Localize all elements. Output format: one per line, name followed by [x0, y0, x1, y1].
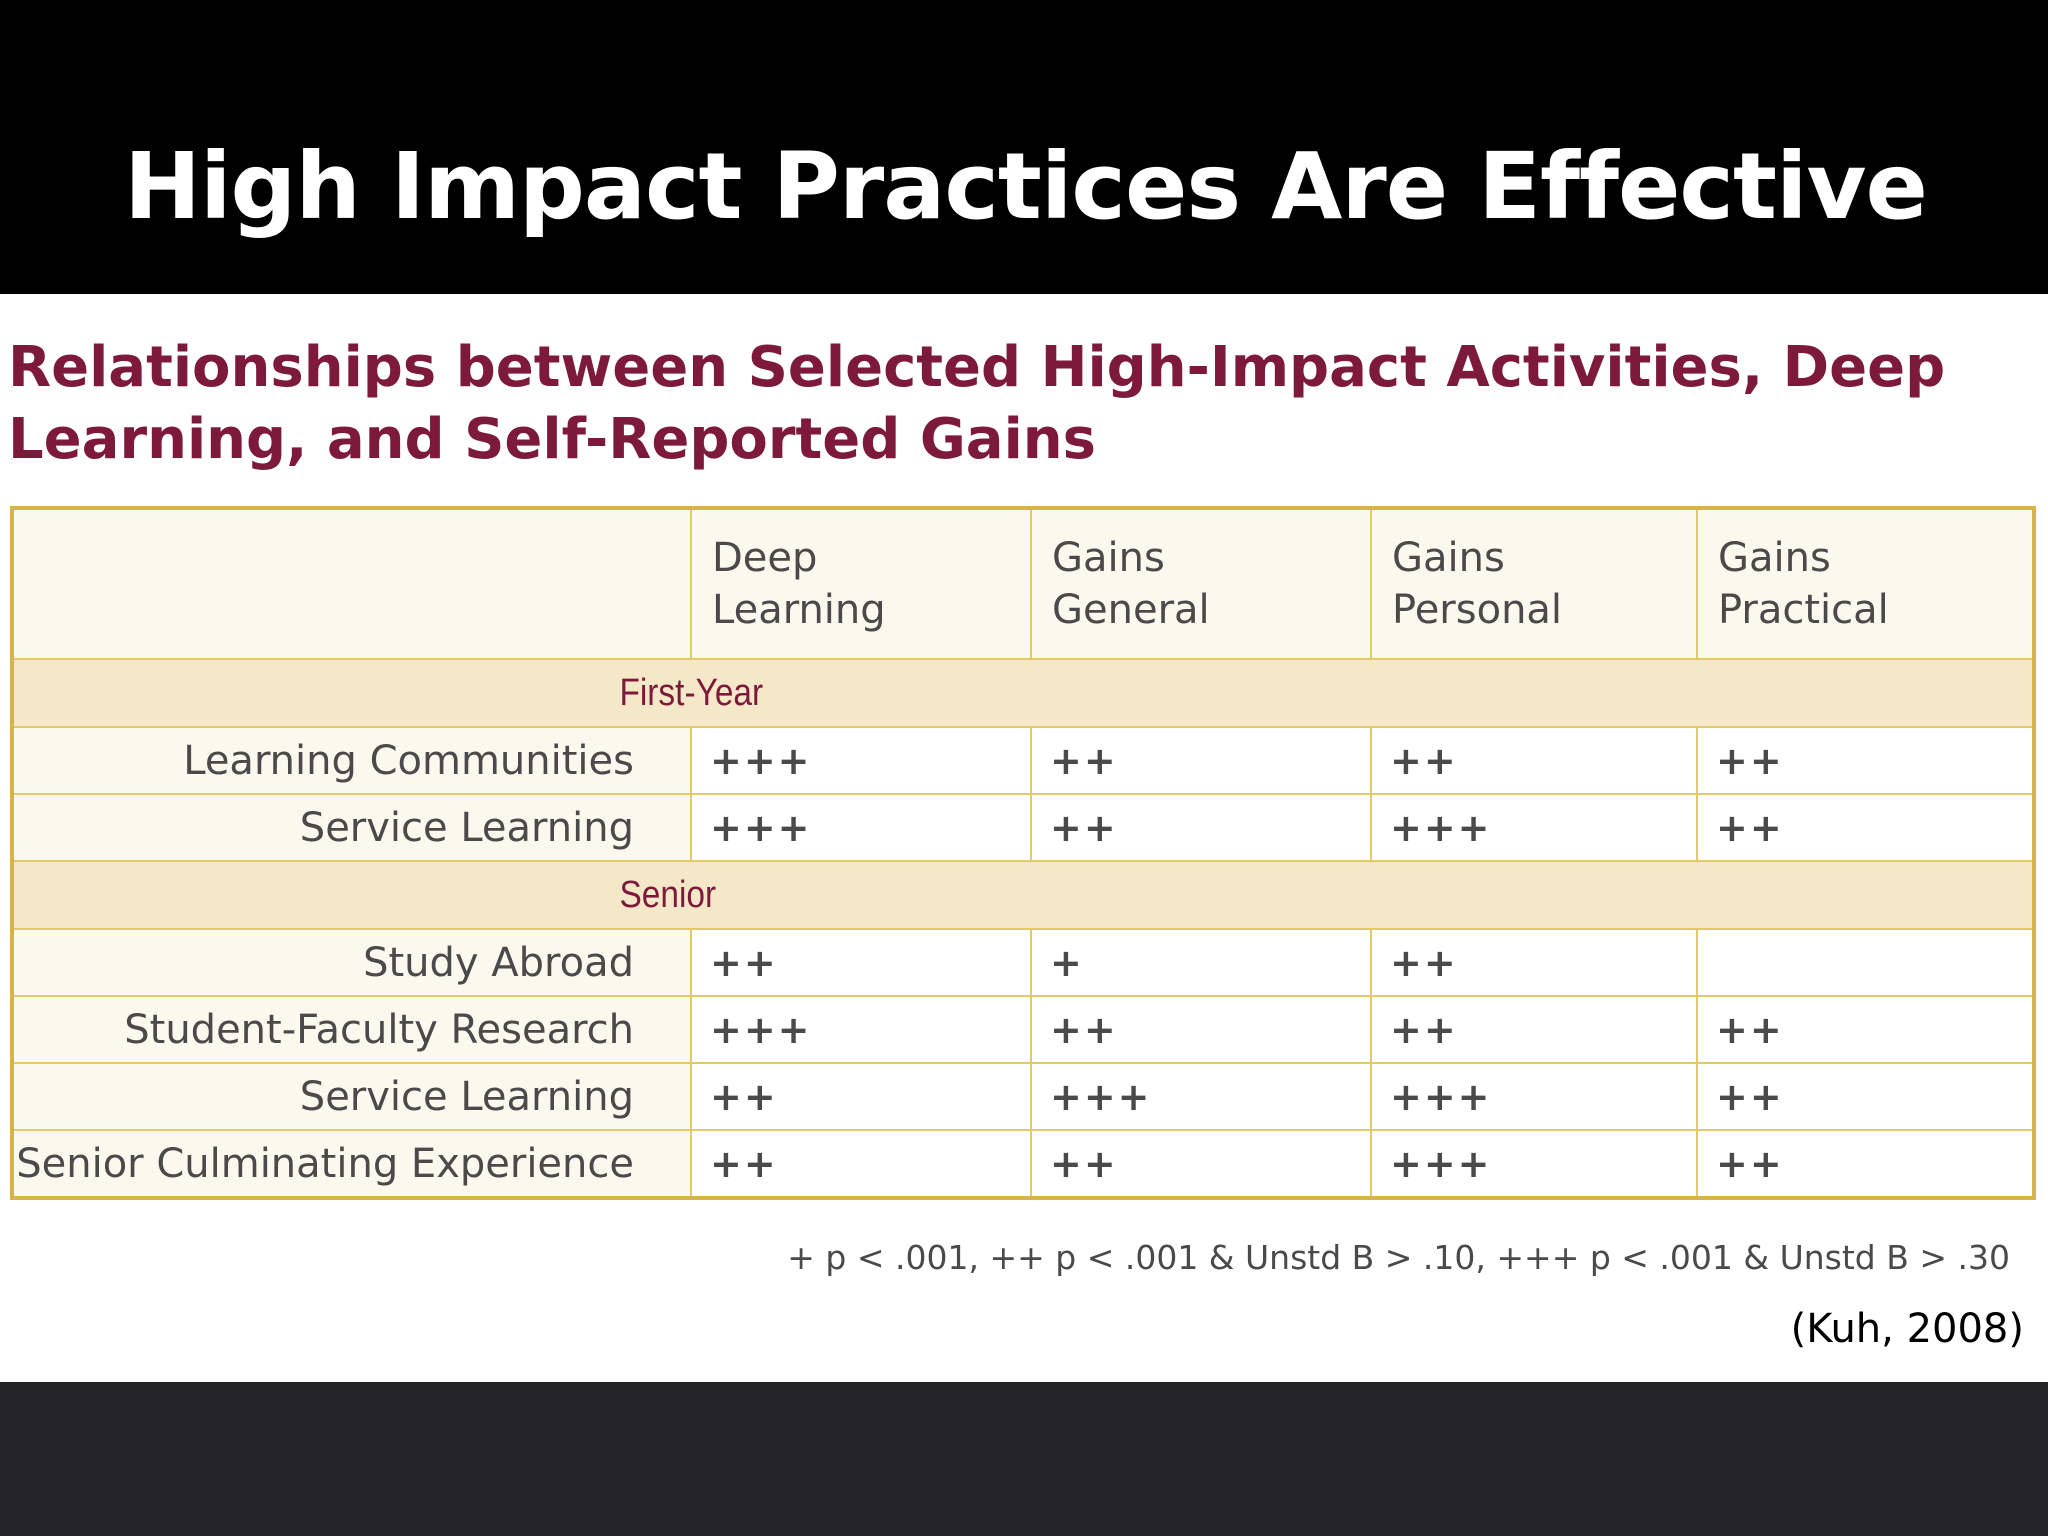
row-label: Service Learning: [11, 1062, 692, 1131]
table-cell: ++: [1696, 726, 2035, 795]
table-cell: +: [1030, 928, 1372, 997]
title-bar: High Impact Practices Are Effective: [0, 0, 2048, 294]
table-row: Student-Faculty Research +++ ++ ++ ++: [11, 995, 2035, 1064]
table-cell: +++: [1030, 1062, 1372, 1131]
table-cell: +++: [1370, 1129, 1698, 1199]
table-cell: ++: [1696, 793, 2035, 862]
row-label: Learning Communities: [11, 726, 692, 795]
table-cell: +++: [1370, 793, 1698, 862]
table-cell: ++: [1370, 726, 1698, 795]
table-cell: ++: [1030, 726, 1372, 795]
table-row: Service Learning ++ +++ +++ ++: [11, 1062, 2035, 1131]
results-table: Deep Learning Gains General Gains Person…: [10, 506, 2036, 1200]
column-header: Gains Practical: [1696, 507, 2035, 660]
slide-title: High Impact Practices Are Effective: [124, 133, 1928, 240]
table-cell: ++: [1030, 793, 1372, 862]
table-cell: +++: [1370, 1062, 1698, 1131]
table-cell: +++: [690, 793, 1032, 862]
table-cell: ++: [1696, 1062, 2035, 1131]
row-label: Study Abroad: [11, 928, 692, 997]
section-row: First-Year: [11, 658, 2035, 728]
table-row: Study Abroad ++ + ++: [11, 928, 2035, 997]
row-label: Senior Culminating Experience: [11, 1129, 692, 1199]
header-stub-cell: [11, 507, 692, 660]
table-cell: ++: [690, 928, 1032, 997]
column-header: Deep Learning: [690, 507, 1032, 660]
table-cell: ++: [1030, 995, 1372, 1064]
table-cell: ++: [1696, 1129, 2035, 1199]
section-label: First-Year: [619, 671, 764, 714]
bottom-bar: [0, 1382, 2048, 1536]
table-cell: ++: [1370, 928, 1698, 997]
figure-title: Relationships between Selected High-Impa…: [8, 335, 1946, 472]
table-cell: ++: [1370, 995, 1698, 1064]
table-row: Senior Culminating Experience ++ ++ +++ …: [11, 1129, 2035, 1199]
table-cell: ++: [690, 1062, 1032, 1131]
table-cell: +++: [690, 726, 1032, 795]
column-header: Gains Personal: [1370, 507, 1698, 660]
table-header-row: Deep Learning Gains General Gains Person…: [11, 507, 2035, 660]
table-row: Learning Communities +++ ++ ++ ++: [11, 726, 2035, 795]
section-label: Senior: [619, 873, 717, 916]
content-area: Relationships between Selected High-Impa…: [0, 294, 2048, 1382]
table-cell: [1696, 928, 2035, 997]
significance-footnote: + p < .001, ++ p < .001 & Unstd B > .10,…: [787, 1238, 2010, 1277]
table-cell: +++: [690, 995, 1032, 1064]
column-header: Gains General: [1030, 507, 1372, 660]
section-row: Senior: [11, 860, 2035, 930]
citation: (Kuh, 2008): [1790, 1306, 2024, 1352]
table-cell: ++: [690, 1129, 1032, 1199]
table-cell: ++: [1696, 995, 2035, 1064]
table-cell: ++: [1030, 1129, 1372, 1199]
table-row: Service Learning +++ ++ +++ ++: [11, 793, 2035, 862]
row-label: Student-Faculty Research: [11, 995, 692, 1064]
row-label: Service Learning: [11, 793, 692, 862]
